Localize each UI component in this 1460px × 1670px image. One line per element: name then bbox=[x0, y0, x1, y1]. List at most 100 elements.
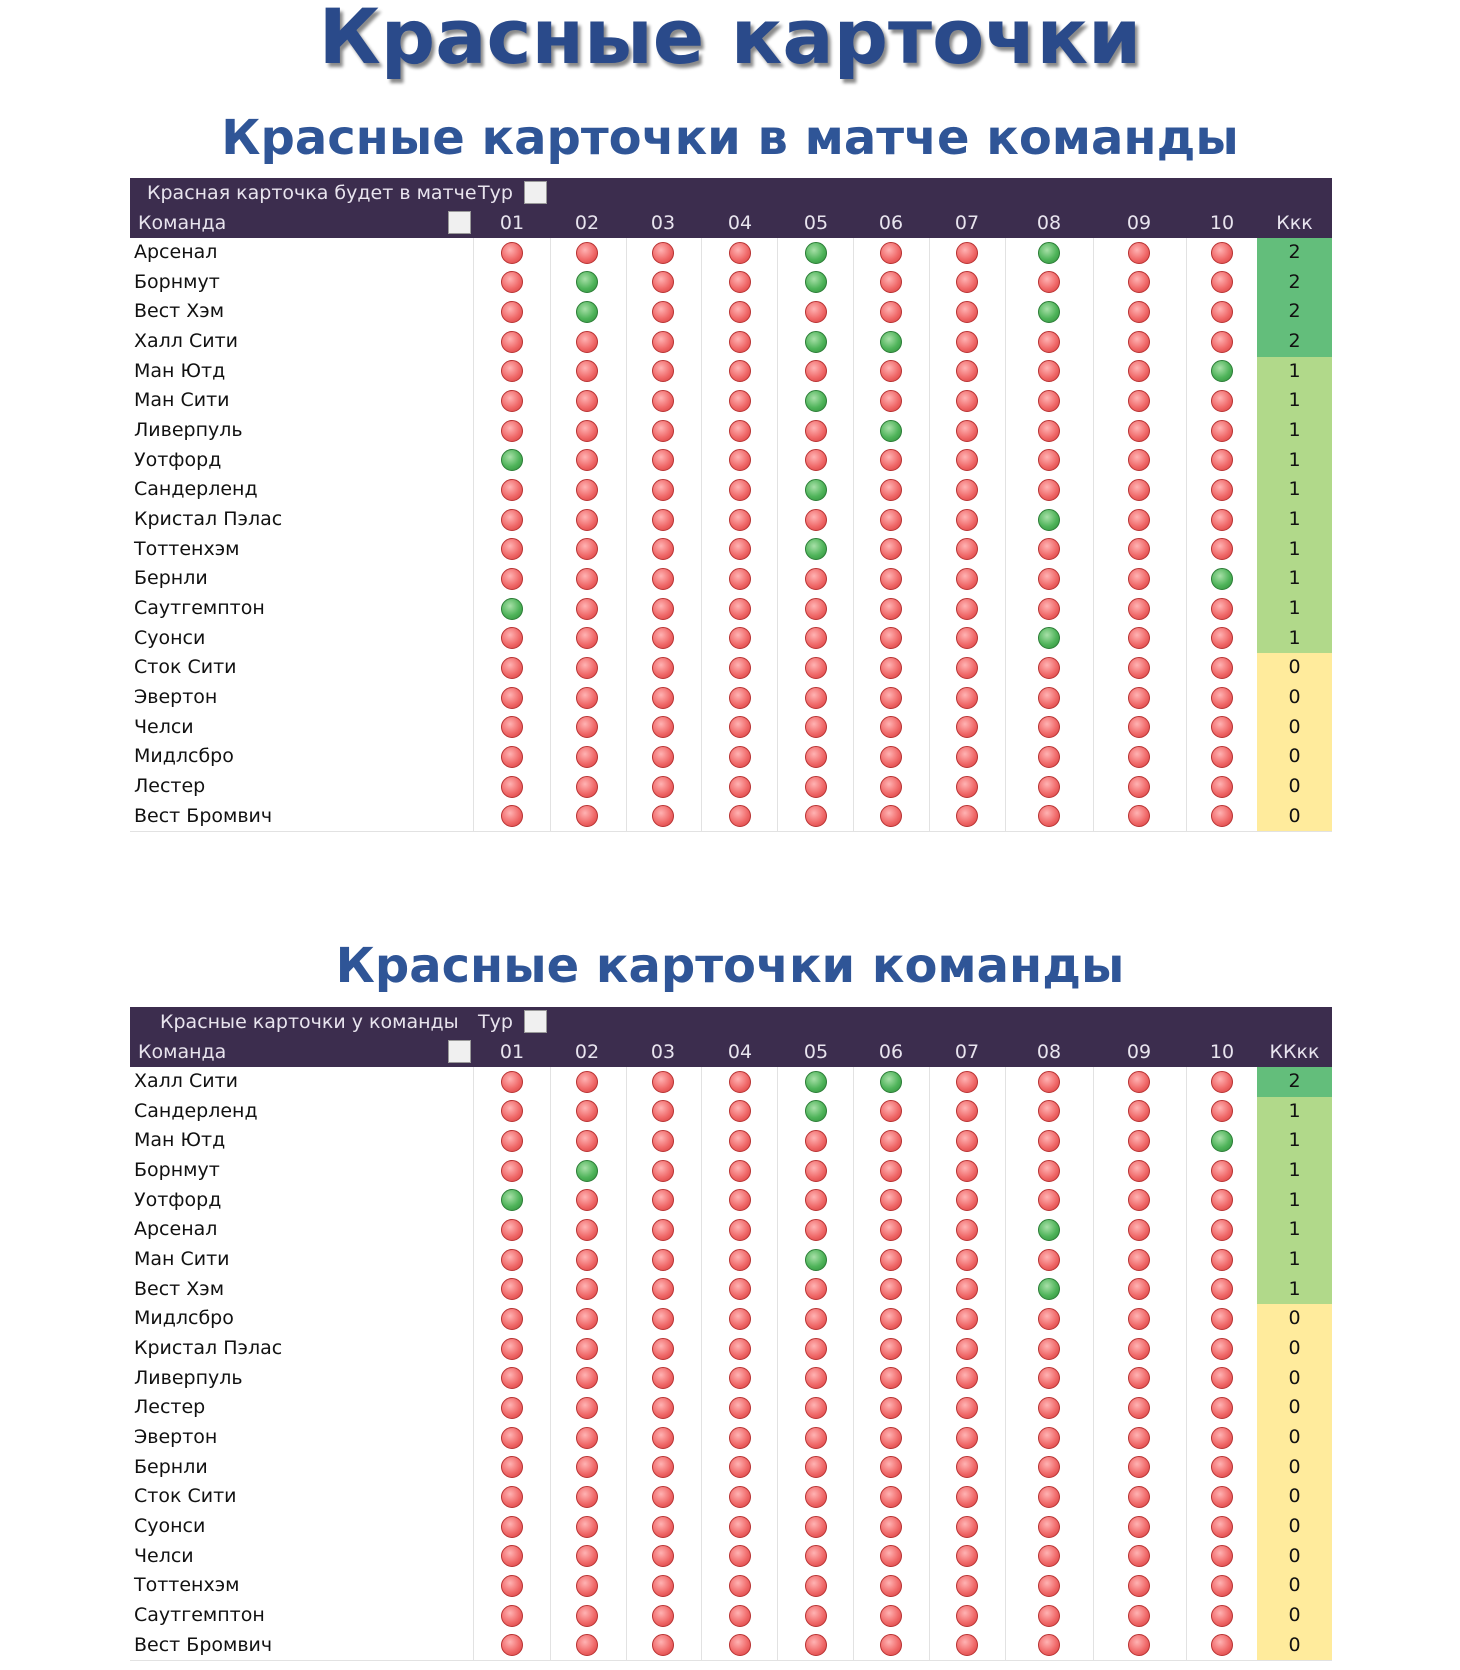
status-dot bbox=[1211, 627, 1233, 650]
status-dot bbox=[880, 1604, 902, 1627]
status-dot bbox=[652, 1367, 674, 1390]
column-label: 03 bbox=[650, 1041, 676, 1063]
status-dot bbox=[652, 657, 674, 680]
status-dot bbox=[880, 627, 902, 650]
status-dot bbox=[956, 1130, 978, 1153]
team-name: Саутгемптон bbox=[134, 1603, 265, 1626]
total-cell: 0 bbox=[1257, 771, 1332, 802]
status-dot bbox=[880, 1367, 902, 1390]
status-dot bbox=[805, 1278, 827, 1301]
total-cell: 0 bbox=[1257, 1452, 1332, 1483]
status-dot bbox=[956, 1426, 978, 1449]
column-border bbox=[853, 238, 854, 832]
status-dot bbox=[805, 1604, 827, 1627]
status-dot bbox=[1128, 1337, 1150, 1360]
status-dot bbox=[652, 419, 674, 442]
status-dot bbox=[1128, 597, 1150, 620]
total-cell: 1 bbox=[1257, 564, 1332, 594]
column-label: 03 bbox=[650, 212, 676, 234]
status-dot bbox=[805, 686, 827, 709]
status-dot bbox=[729, 1634, 751, 1657]
status-dot bbox=[576, 1219, 598, 1242]
status-dot bbox=[1038, 508, 1060, 531]
total-cell: 0 bbox=[1257, 1363, 1332, 1394]
status-dot bbox=[576, 1515, 598, 1538]
column-border bbox=[701, 238, 702, 832]
status-dot bbox=[1211, 805, 1233, 828]
status-dot bbox=[1038, 1486, 1060, 1509]
filter-button[interactable] bbox=[524, 1010, 547, 1033]
status-dot bbox=[501, 746, 523, 769]
column-label: 01 bbox=[499, 1041, 525, 1063]
status-dot bbox=[652, 716, 674, 739]
team-name: Эвертон bbox=[134, 1425, 218, 1448]
status-dot bbox=[729, 1604, 751, 1627]
status-dot bbox=[576, 1278, 598, 1301]
status-dot bbox=[729, 1278, 751, 1301]
status-dot bbox=[1038, 1575, 1060, 1598]
column-border bbox=[626, 1067, 627, 1661]
total-cell: 0 bbox=[1257, 742, 1332, 772]
total-cell: 0 bbox=[1257, 653, 1332, 683]
status-dot bbox=[880, 1219, 902, 1242]
status-dot bbox=[576, 1159, 598, 1182]
status-dot bbox=[1038, 1070, 1060, 1093]
column-label: 09 bbox=[1126, 1041, 1152, 1063]
status-dot bbox=[805, 330, 827, 353]
status-dot bbox=[501, 716, 523, 739]
status-dot bbox=[729, 1189, 751, 1212]
total-cell: 2 bbox=[1257, 238, 1332, 268]
status-dot bbox=[1211, 657, 1233, 680]
status-dot bbox=[880, 805, 902, 828]
status-dot bbox=[805, 1397, 827, 1420]
status-dot bbox=[501, 1486, 523, 1509]
sort-button[interactable] bbox=[448, 211, 471, 234]
status-dot bbox=[805, 1575, 827, 1598]
status-dot bbox=[1038, 538, 1060, 561]
status-dot bbox=[880, 597, 902, 620]
status-dot bbox=[501, 1308, 523, 1331]
filter-button[interactable] bbox=[524, 181, 547, 204]
status-dot bbox=[1128, 271, 1150, 294]
status-dot bbox=[729, 390, 751, 413]
status-dot bbox=[729, 1575, 751, 1598]
status-dot bbox=[805, 597, 827, 620]
status-dot bbox=[956, 657, 978, 680]
status-dot bbox=[652, 449, 674, 472]
status-dot bbox=[729, 449, 751, 472]
status-dot bbox=[956, 1278, 978, 1301]
status-dot bbox=[956, 775, 978, 798]
status-dot bbox=[1038, 301, 1060, 324]
column-label: 02 bbox=[574, 1041, 600, 1063]
table-header bbox=[130, 1007, 1332, 1067]
status-dot bbox=[576, 1308, 598, 1331]
status-dot bbox=[729, 271, 751, 294]
status-dot bbox=[805, 508, 827, 531]
total-cell: 2 bbox=[1257, 326, 1332, 357]
column-label: 08 bbox=[1036, 1041, 1062, 1063]
status-dot bbox=[729, 1219, 751, 1242]
status-dot bbox=[576, 449, 598, 472]
status-dot bbox=[956, 1308, 978, 1331]
status-dot bbox=[805, 568, 827, 591]
column-label: 07 bbox=[954, 1041, 980, 1063]
status-dot bbox=[576, 1575, 598, 1598]
status-dot bbox=[501, 1278, 523, 1301]
status-dot bbox=[956, 1486, 978, 1509]
status-dot bbox=[576, 1426, 598, 1449]
sort-button[interactable] bbox=[448, 1040, 471, 1063]
column-label: 01 bbox=[499, 212, 525, 234]
status-dot bbox=[805, 746, 827, 769]
status-dot bbox=[729, 686, 751, 709]
status-dot bbox=[805, 1545, 827, 1568]
status-dot bbox=[956, 1070, 978, 1093]
status-dot bbox=[1038, 1278, 1060, 1301]
team-name: Кристал Пэлас bbox=[134, 507, 283, 530]
status-dot bbox=[652, 479, 674, 502]
status-dot bbox=[729, 775, 751, 798]
status-dot bbox=[956, 597, 978, 620]
status-dot bbox=[729, 1486, 751, 1509]
status-dot bbox=[652, 301, 674, 324]
team-name: Бернли bbox=[134, 1455, 208, 1478]
